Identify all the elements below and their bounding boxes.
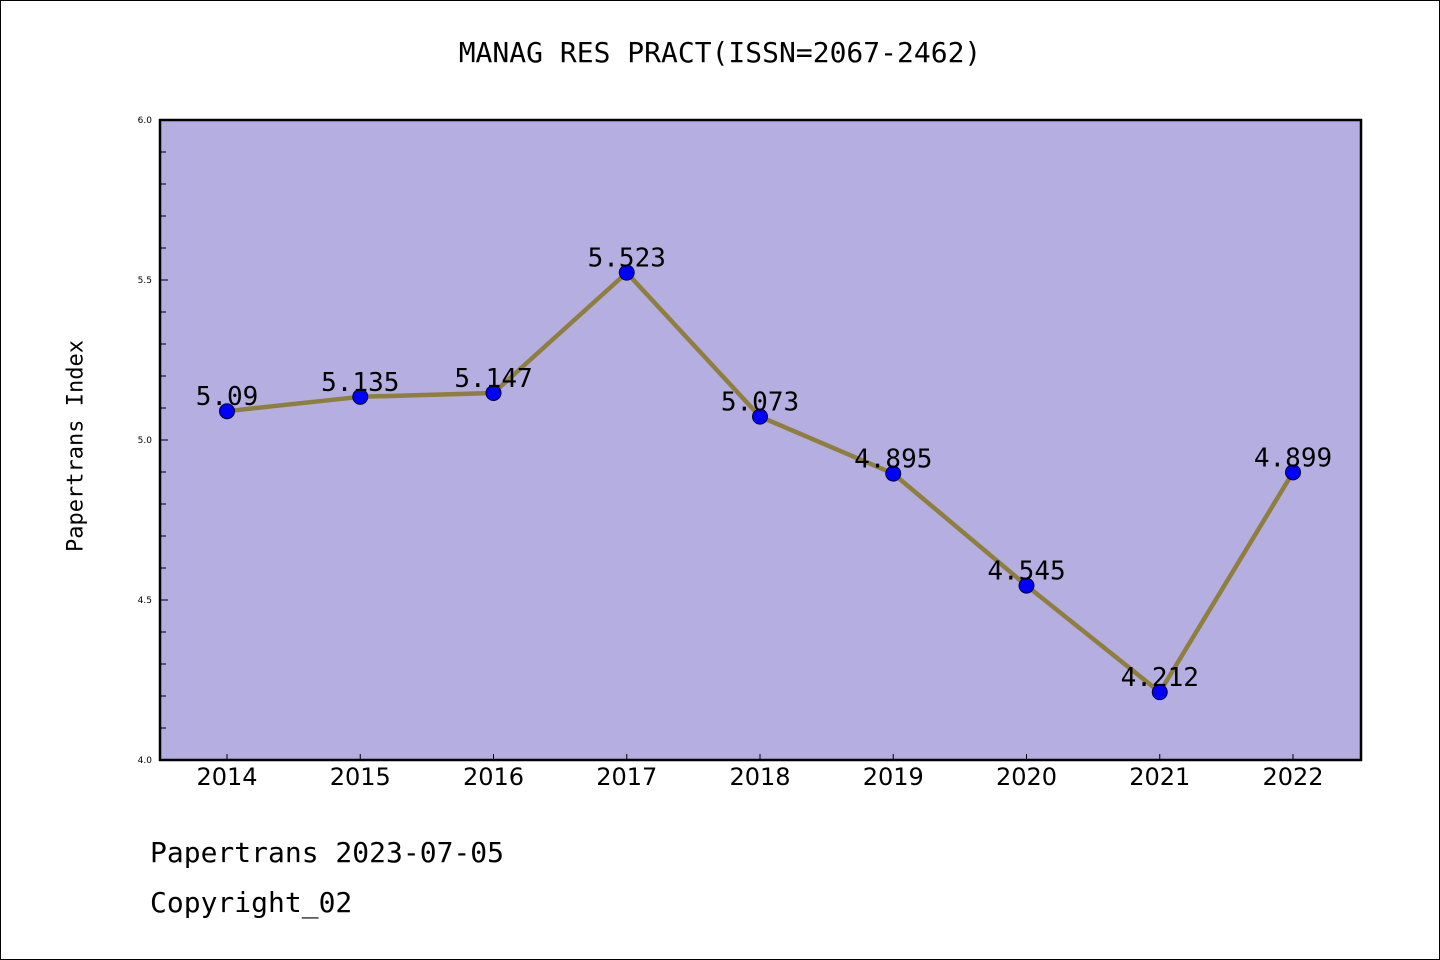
- data-label: 4.545: [987, 557, 1065, 587]
- data-label: 4.212: [1121, 663, 1199, 693]
- y-tick-label: 4.5: [138, 596, 152, 606]
- data-point: [1018, 577, 1035, 594]
- y-tick-label: 6.0: [138, 116, 153, 126]
- data-label: 5.135: [321, 368, 399, 398]
- data-label: 5.073: [721, 388, 799, 418]
- data-label: 5.147: [454, 364, 532, 394]
- data-label: 4.895: [854, 445, 932, 475]
- data-label: 5.09: [196, 382, 259, 412]
- x-tick-label: 2021: [1129, 763, 1190, 791]
- chart-title: MANAG RES PRACT(ISSN=2067-2462): [458, 36, 982, 69]
- data-point: [752, 408, 768, 425]
- x-tick-label: 2022: [1262, 763, 1323, 791]
- x-tick-label: 2018: [729, 763, 790, 791]
- x-tick-label: 2017: [596, 763, 657, 791]
- y-tick-label: 4.0: [138, 756, 153, 766]
- data-point: [885, 465, 902, 482]
- data-point: [1285, 464, 1301, 481]
- data-point: [1151, 684, 1168, 701]
- plot-area: [160, 120, 1361, 760]
- y-tick-label: 5.0: [138, 436, 153, 446]
- data-point: [618, 264, 635, 281]
- y-tick-label: 5.5: [138, 276, 152, 286]
- footer-copyright: Copyright_02: [150, 886, 353, 919]
- x-tick-label: 2020: [996, 763, 1057, 791]
- x-tick-label: 2015: [330, 763, 391, 791]
- footer-date: Papertrans 2023-07-05: [150, 836, 505, 869]
- x-tick-label: 2016: [463, 763, 524, 791]
- data-point: [219, 403, 235, 420]
- data-label: 5.523: [588, 244, 666, 274]
- data-point: [352, 388, 369, 405]
- x-tick-label: 2014: [196, 763, 257, 791]
- plot-border: [158, 118, 1363, 762]
- data-point: [485, 384, 502, 401]
- data-label: 4.899: [1254, 443, 1332, 473]
- x-tick-label: 2019: [863, 763, 924, 791]
